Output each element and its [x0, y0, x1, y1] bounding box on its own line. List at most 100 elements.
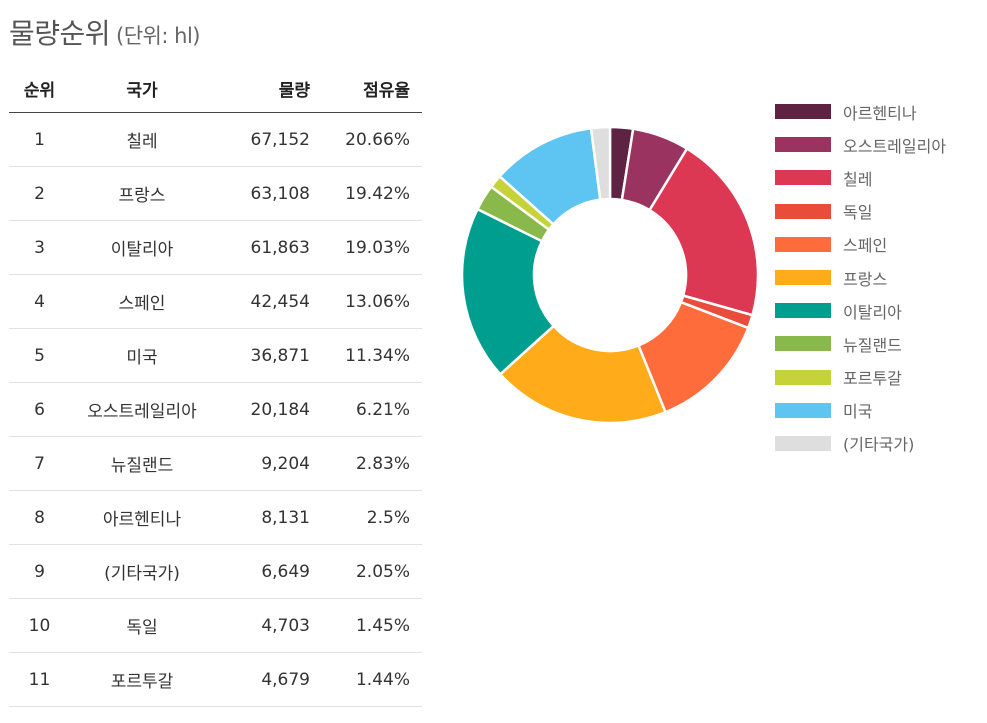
pie-slice-10	[589, 125, 612, 201]
legend-label: 포르투갈	[843, 369, 902, 389]
cell-share: 20.66%	[324, 112, 422, 167]
title-main: 물량순위	[9, 17, 111, 50]
legend-item[interactable]: 뉴질랜드	[775, 327, 946, 360]
cell-rank: 6	[9, 382, 75, 437]
legend-item[interactable]: 스페인	[775, 228, 946, 261]
cell-share: 19.42%	[324, 166, 422, 221]
legend-swatch	[775, 236, 831, 252]
table-row: 3 이탈리아 61,863 19.03%	[9, 220, 422, 275]
legend-swatch	[775, 170, 831, 186]
table-row: 2 프랑스 63,108 19.42%	[9, 166, 422, 221]
header-country: 국가	[75, 64, 209, 113]
cell-country: 아르헨티나	[75, 490, 209, 545]
cell-volume: 8,131	[209, 490, 324, 545]
header-row: 순위 국가 물량 점유율	[9, 64, 422, 113]
cell-volume: 6,649	[209, 544, 324, 599]
legend-swatch	[775, 104, 831, 120]
cell-share: 2.5%	[324, 490, 422, 545]
title-unit: (단위: hl)	[116, 24, 200, 48]
legend-swatch	[775, 435, 831, 451]
table-row: 7 뉴질랜드 9,204 2.83%	[9, 436, 422, 491]
cell-rank: 2	[9, 166, 75, 221]
cell-share: 6.21%	[324, 382, 422, 437]
header-volume: 물량	[209, 64, 324, 113]
cell-rank: 8	[9, 490, 75, 545]
table-row: 5 미국 36,871 11.34%	[9, 328, 422, 383]
table-row: 9 (기타국가) 6,649 2.05%	[9, 544, 422, 599]
legend-item[interactable]: 프랑스	[775, 261, 946, 294]
donut-chart	[460, 125, 760, 425]
cell-rank: 10	[9, 598, 75, 653]
table-row: 6 오스트레일리아 20,184 6.21%	[9, 382, 422, 437]
table-row: 10 독일 4,703 1.45%	[9, 598, 422, 653]
cell-rank: 7	[9, 436, 75, 491]
table-row: 11 포르투갈 4,679 1.44%	[9, 652, 422, 707]
cell-volume: 61,863	[209, 220, 324, 275]
cell-volume: 63,108	[209, 166, 324, 221]
legend-label: 독일	[843, 203, 873, 223]
cell-volume: 20,184	[209, 382, 324, 437]
cell-share: 19.03%	[324, 220, 422, 275]
legend-swatch	[775, 270, 831, 286]
cell-country: 독일	[75, 598, 209, 653]
legend-swatch	[775, 369, 831, 385]
cell-rank: 11	[9, 652, 75, 707]
cell-share: 13.06%	[324, 274, 422, 329]
cell-country: 칠레	[75, 112, 209, 167]
pie-slice-2	[648, 147, 760, 317]
cell-rank: 1	[9, 112, 75, 167]
page-title: 물량순위 (단위: hl)	[9, 12, 200, 52]
legend-item[interactable]: 독일	[775, 195, 946, 228]
table-row: 1 칠레 67,152 20.66%	[9, 112, 422, 167]
cell-volume: 4,679	[209, 652, 324, 707]
cell-country: 프랑스	[75, 166, 209, 221]
cell-country: 이탈리아	[75, 220, 209, 275]
cell-country: 미국	[75, 328, 209, 383]
cell-rank: 9	[9, 544, 75, 599]
legend-swatch	[775, 303, 831, 319]
cell-country: 포르투갈	[75, 652, 209, 707]
cell-volume: 67,152	[209, 112, 324, 167]
legend-label: 이탈리아	[843, 302, 902, 322]
legend-item[interactable]: 칠레	[775, 161, 946, 194]
ranking-table: 순위 국가 물량 점유율 1 칠레 67,152 20.66% 2 프랑스 63,108 19…	[9, 64, 422, 707]
cell-rank: 4	[9, 274, 75, 329]
cell-rank: 3	[9, 220, 75, 275]
legend-label: 아르헨티나	[843, 103, 917, 123]
legend-label: 미국	[843, 402, 873, 422]
legend-swatch	[775, 137, 831, 153]
legend-item[interactable]: 아르헨티나	[775, 95, 946, 128]
cell-country: (기타국가)	[75, 544, 209, 599]
table-row: 8 아르헨티나 8,131 2.5%	[9, 490, 422, 545]
pie-slice-6	[460, 207, 555, 376]
legend-label: 오스트레일리아	[843, 136, 947, 156]
legend-label: 스페인	[843, 236, 888, 256]
header-share: 점유율	[324, 64, 422, 113]
cell-share: 1.45%	[324, 598, 422, 653]
table-header: 순위 국가 물량 점유율	[9, 64, 422, 113]
legend-label: 뉴질랜드	[843, 335, 902, 355]
pie-slice-5	[498, 324, 667, 425]
legend-swatch	[775, 203, 831, 219]
table-body: 1 칠레 67,152 20.66% 2 프랑스 63,108 19.42% 3 이탈리아 61,8…	[9, 112, 422, 707]
legend-swatch	[775, 402, 831, 418]
legend-label: 프랑스	[843, 269, 888, 289]
cell-volume: 9,204	[209, 436, 324, 491]
cell-share: 1.44%	[324, 652, 422, 707]
legend-item[interactable]: 오스트레일리아	[775, 128, 946, 161]
cell-country: 오스트레일리아	[75, 382, 209, 437]
table-row: 4 스페인 42,454 13.06%	[9, 274, 422, 329]
legend-item[interactable]: 포르투갈	[775, 361, 946, 394]
cell-share: 11.34%	[324, 328, 422, 383]
legend-item[interactable]: 이탈리아	[775, 294, 946, 327]
cell-share: 2.83%	[324, 436, 422, 491]
legend-item[interactable]: (기타국가)	[775, 427, 946, 460]
legend-label: (기타국가)	[843, 435, 915, 455]
legend-item[interactable]: 미국	[775, 394, 946, 427]
cell-share: 2.05%	[324, 544, 422, 599]
legend-swatch	[775, 336, 831, 352]
cell-rank: 5	[9, 328, 75, 383]
cell-volume: 36,871	[209, 328, 324, 383]
cell-country: 뉴질랜드	[75, 436, 209, 491]
